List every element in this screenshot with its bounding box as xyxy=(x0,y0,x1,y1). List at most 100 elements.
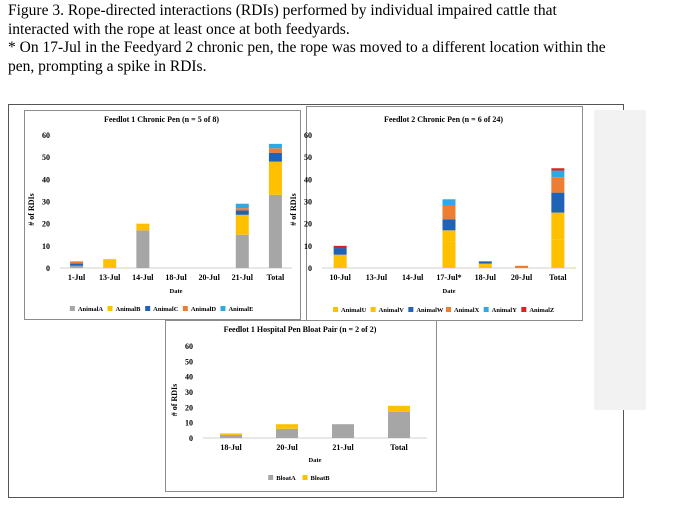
x-tick-label: 14-Jul xyxy=(132,273,154,282)
chart-hospital-bloat: Feedlot 1 Hospital Pen Bloat Pair (n = 2… xyxy=(170,325,427,482)
bar-segment-animalb xyxy=(268,161,282,195)
y-tick-label: 60 xyxy=(42,131,50,140)
bar-segment-animalv xyxy=(442,230,456,242)
legend-label-animalb: AnimalB xyxy=(116,306,142,313)
bar-segment-animalw xyxy=(551,192,565,213)
y-axis-label: # of RDIs xyxy=(27,193,36,225)
legend-swatch-animalz xyxy=(521,307,527,312)
legend-swatch-animale xyxy=(220,306,226,311)
y-tick-label: 0 xyxy=(308,264,312,273)
bar-segment-animala xyxy=(136,230,150,268)
y-tick-label: 10 xyxy=(42,242,50,251)
legend-swatch-animalv xyxy=(370,307,376,312)
bar-segment-animaly xyxy=(442,199,456,206)
bar-segment-animalu xyxy=(478,265,492,268)
x-tick-label: 20-Jul xyxy=(511,273,533,282)
x-tick-label: 13-Jul xyxy=(99,273,121,282)
bar-segment-animalw xyxy=(442,219,456,231)
chart-title: Feedlot 1 Chronic Pen (n = 5 of 8) xyxy=(104,115,219,124)
x-tick-label: 18-Jul xyxy=(220,443,242,452)
bar-segment-bloata xyxy=(388,411,410,438)
x-tick-label: 21-Jul xyxy=(332,443,354,452)
figure-caption: Figure 3. Rope-directed interactions (RD… xyxy=(8,2,698,76)
y-tick-label: 40 xyxy=(304,175,312,184)
legend-swatch-animalu xyxy=(333,307,339,312)
bar-segment-animalx xyxy=(442,205,456,220)
y-tick-label: 40 xyxy=(185,373,193,382)
y-tick-label: 50 xyxy=(42,153,50,162)
chart-feedlot2-chronic: Feedlot 2 Chronic Pen (n = 6 of 24) 0 10 20… xyxy=(289,115,576,314)
bar-segment-animalc xyxy=(235,210,249,215)
x-axis-label: Date xyxy=(170,288,183,295)
caption-line-3: * On 17-Jul in the Feedyard 2 chronic pe… xyxy=(8,39,606,56)
legend-swatch-animalc xyxy=(145,306,151,311)
bar-segment-animald xyxy=(235,208,249,211)
x-tick-label: Total xyxy=(267,273,285,282)
bar-segment-animalc xyxy=(70,263,84,266)
y-tick-label: 10 xyxy=(304,242,312,251)
bar-segment-bloata xyxy=(220,434,242,438)
y-tick-label: 60 xyxy=(185,342,193,351)
x-tick-label: 21-Jul xyxy=(232,273,254,282)
y-tick-label: 30 xyxy=(42,198,50,207)
legend-label-animalu: AnimalU xyxy=(341,307,367,314)
bar-segment-bloata xyxy=(332,424,354,438)
y-tick-label: 20 xyxy=(304,220,312,229)
y-tick-label: 20 xyxy=(185,403,193,412)
x-tick-label: 18-Jul xyxy=(165,273,187,282)
bar-segment-animald xyxy=(70,261,84,264)
bar-segment-animalx xyxy=(515,265,529,268)
bar-segment-animalv xyxy=(333,254,347,268)
y-tick-label: 0 xyxy=(46,264,50,273)
chart-frame-hospital-bloat xyxy=(165,320,437,492)
bar-segment-bloata xyxy=(276,428,298,438)
chart-frame-feedlot1-chronic xyxy=(24,110,301,320)
legend-swatch-bloatb xyxy=(302,475,308,480)
bar-segment-animalu xyxy=(442,241,456,268)
y-tick-label: 30 xyxy=(304,198,312,207)
x-tick-label: 17-Jul* xyxy=(436,273,461,282)
bar-segment-animalx xyxy=(551,177,565,193)
bar-segment-animalz xyxy=(551,168,565,171)
y-tick-label: 0 xyxy=(189,434,193,443)
x-tick-label: 10-Jul xyxy=(329,273,351,282)
bar-segment-animaly xyxy=(551,170,565,178)
legend-swatch-animald xyxy=(182,306,188,311)
legend-swatch-animala xyxy=(69,306,75,311)
bar-segment-bloatb xyxy=(276,424,298,429)
y-axis-label: # of RDIs xyxy=(289,193,298,225)
x-tick-label: 18-Jul xyxy=(475,273,497,282)
y-axis-label: # of RDIs xyxy=(170,384,179,416)
legend-label-animalz: AnimalZ xyxy=(529,307,554,314)
bar-segment-animala xyxy=(70,265,84,268)
bar-segment-animalv xyxy=(551,212,565,240)
legend: AnimalU AnimalV AnimalW AnimalX AnimalY Anima… xyxy=(333,307,554,314)
x-tick-label: 13-Jul xyxy=(366,273,388,282)
legend-label-animale: AnimalE xyxy=(228,306,253,313)
bar-segment-animala xyxy=(268,194,282,268)
legend-label-animaly: AnimalY xyxy=(492,307,518,314)
bar-segment-bloatb xyxy=(220,433,242,435)
chart-title: Feedlot 1 Hospital Pen Bloat Pair (n = 2… xyxy=(224,325,377,334)
bar-segment-animale xyxy=(235,203,249,209)
y-tick-label: 60 xyxy=(304,131,312,140)
caption-line-2: interacted with the rope at least once a… xyxy=(8,20,350,38)
legend-label-animalc: AnimalC xyxy=(153,306,179,313)
x-tick-label: Total xyxy=(390,443,408,452)
x-axis-label: Date xyxy=(443,288,456,295)
legend-label-animalx: AnimalX xyxy=(454,307,480,314)
y-tick-label: 50 xyxy=(185,357,193,366)
legend-swatch-animalx xyxy=(446,307,451,312)
background-shade xyxy=(594,110,646,410)
y-tick-label: 10 xyxy=(185,419,193,428)
legend-label-animalw: AnimalW xyxy=(416,307,444,314)
legend-label-animala: AnimalA xyxy=(78,306,104,313)
x-tick-label: 14-Jul xyxy=(402,273,424,282)
legend: BloatA BloatB xyxy=(268,475,330,482)
legend-label-animald: AnimalD xyxy=(191,306,217,313)
bar-segment-animale xyxy=(268,143,282,149)
y-tick-label: 30 xyxy=(185,388,193,397)
legend-swatch-animalw xyxy=(408,307,414,312)
x-tick-label: 20-Jul xyxy=(276,443,298,452)
x-tick-label: 1-Jul xyxy=(68,273,86,282)
